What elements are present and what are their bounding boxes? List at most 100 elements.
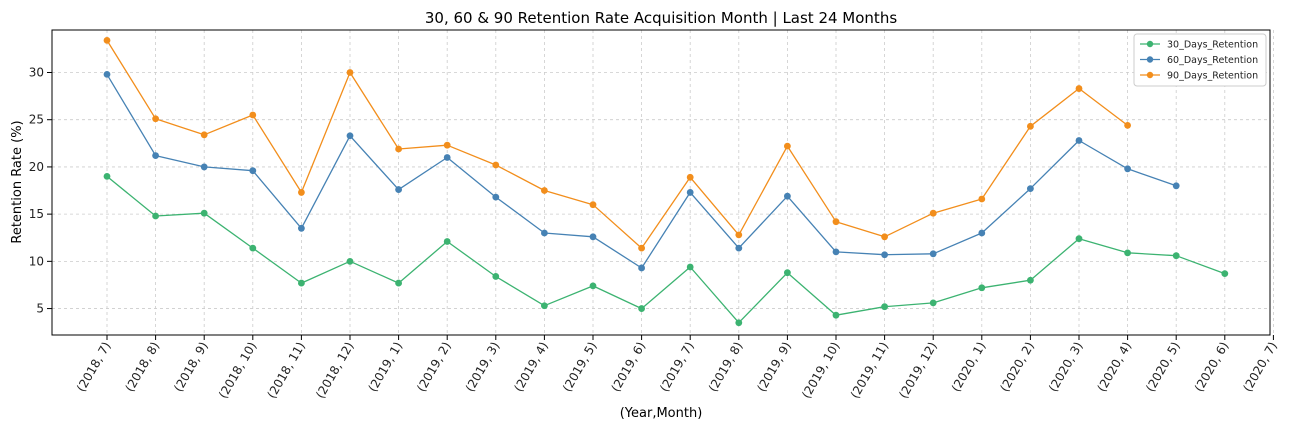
data-point-30-days-retention — [1221, 270, 1229, 278]
data-point-30-days-retention — [492, 273, 500, 280]
data-point-90-days-retention — [881, 233, 888, 241]
data-point-30-days-retention — [929, 299, 937, 307]
data-point-30-days-retention — [881, 303, 888, 311]
data-point-90-days-retention — [443, 141, 451, 149]
y-tick-label: 5 — [36, 302, 44, 316]
data-point-90-days-retention — [589, 201, 597, 209]
x-tick-label: (2019, 10) — [799, 340, 843, 401]
data-point-30-days-retention — [735, 319, 743, 327]
data-point-90-days-retention — [735, 231, 743, 239]
data-point-60-days-retention — [638, 264, 645, 272]
data-point-60-days-retention — [735, 244, 743, 252]
data-point-90-days-retention — [152, 115, 160, 123]
data-point-30-days-retention — [832, 311, 840, 319]
data-point-30-days-retention — [443, 238, 451, 245]
data-point-30-days-retention — [395, 279, 402, 287]
y-tick-label: 15 — [29, 207, 44, 221]
x-tick-label: (2019, 2) — [414, 340, 454, 395]
x-tick-label: (2019, 9) — [754, 340, 794, 395]
data-point-30-days-retention — [686, 263, 694, 271]
data-point-30-days-retention — [346, 257, 354, 265]
x-tick-label: (2018, 9) — [171, 340, 211, 395]
data-point-90-days-retention — [346, 69, 354, 76]
x-tick-label: (2020, 5) — [1143, 340, 1183, 395]
data-point-60-days-retention — [1124, 165, 1131, 173]
data-point-60-days-retention — [346, 132, 354, 140]
data-point-90-days-retention — [200, 131, 208, 139]
x-tick-label: (2018, 12) — [313, 340, 357, 401]
data-point-90-days-retention — [298, 189, 305, 196]
x-tick-label: (2020, 2) — [997, 340, 1037, 395]
data-point-60-days-retention — [492, 193, 500, 201]
data-point-60-days-retention — [103, 70, 111, 78]
x-tick-label: (2018, 7) — [74, 340, 114, 395]
data-point-30-days-retention — [541, 302, 548, 310]
data-point-30-days-retention — [200, 209, 208, 217]
data-point-30-days-retention — [978, 284, 986, 292]
x-tick-label: (2019, 1) — [365, 340, 405, 395]
data-point-60-days-retention — [1075, 137, 1083, 144]
data-point-90-days-retention — [492, 161, 500, 169]
x-axis-title: (Year,Month) — [620, 406, 703, 421]
y-tick-label: 20 — [29, 160, 44, 174]
x-axis: (2018, 7) (2018, 8) (2018, 9) (2018, 10) (20… — [74, 335, 1280, 401]
legend-marker-90-days-retention — [1146, 71, 1154, 79]
data-point-90-days-retention — [103, 36, 111, 44]
legend-marker-60-days-retention — [1146, 56, 1154, 63]
grid-lines — [52, 30, 1274, 335]
data-point-30-days-retention — [298, 279, 305, 287]
data-point-60-days-retention — [686, 189, 694, 196]
data-point-30-days-retention — [1124, 249, 1131, 257]
x-tick-label: (2019, 4) — [511, 340, 551, 395]
x-tick-label: (2019, 6) — [608, 340, 648, 395]
data-point-60-days-retention — [152, 152, 160, 159]
data-point-30-days-retention — [249, 244, 257, 252]
plot-area-frame — [51, 29, 1271, 336]
data-point-90-days-retention — [832, 218, 840, 226]
series-line-90-days-retention — [106, 40, 1128, 249]
data-point-60-days-retention — [200, 163, 208, 171]
legend-label-90-days-retention: 90_Days_Retention — [1167, 71, 1258, 82]
data-point-90-days-retention — [1027, 122, 1034, 130]
x-tick-label: (2019, 7) — [657, 340, 697, 395]
data-point-60-days-retention — [395, 186, 402, 193]
x-tick-label: (2018, 11) — [264, 340, 308, 401]
data-point-60-days-retention — [978, 229, 986, 237]
data-point-90-days-retention — [929, 209, 937, 217]
data-point-30-days-retention — [1027, 276, 1034, 284]
x-tick-label: (2018, 10) — [216, 340, 260, 401]
data-point-90-days-retention — [978, 195, 986, 203]
series-line-30-days-retention — [106, 175, 1226, 324]
x-tick-label: (2019, 12) — [896, 340, 940, 401]
data-point-90-days-retention — [249, 111, 257, 119]
data-point-30-days-retention — [784, 269, 791, 277]
data-point-30-days-retention — [1172, 252, 1180, 260]
data-point-90-days-retention — [541, 187, 548, 194]
data-point-60-days-retention — [1172, 182, 1180, 190]
data-point-60-days-retention — [881, 251, 888, 259]
x-tick-label: (2019, 3) — [463, 340, 503, 395]
chart-title: 30, 60 & 90 Retention Rate Acquisition M… — [425, 9, 897, 27]
x-tick-label: (2019, 5) — [560, 340, 600, 395]
data-point-60-days-retention — [443, 154, 451, 161]
legend-label-60-days-retention: 60_Days_Retention — [1167, 55, 1258, 66]
x-tick-label: (2018, 8) — [122, 340, 162, 395]
x-tick-label: (2019, 8) — [706, 340, 746, 395]
y-axis-title: Retention Rate (%) — [10, 120, 25, 243]
data-point-60-days-retention — [589, 233, 597, 241]
data-point-60-days-retention — [249, 167, 257, 175]
data-point-90-days-retention — [784, 142, 791, 150]
x-tick-label: (2020, 7) — [1240, 340, 1280, 395]
data-point-60-days-retention — [929, 250, 937, 258]
data-point-30-days-retention — [152, 212, 160, 220]
x-tick-label: (2020, 1) — [949, 340, 989, 395]
y-tick-label: 10 — [29, 254, 44, 268]
x-tick-label: (2020, 4) — [1094, 340, 1134, 395]
data-point-60-days-retention — [298, 224, 305, 232]
data-point-60-days-retention — [832, 248, 840, 256]
legend-marker-30-days-retention — [1146, 40, 1154, 48]
data-point-90-days-retention — [1124, 121, 1131, 129]
y-tick-label: 25 — [29, 113, 44, 127]
data-point-30-days-retention — [1075, 235, 1083, 243]
